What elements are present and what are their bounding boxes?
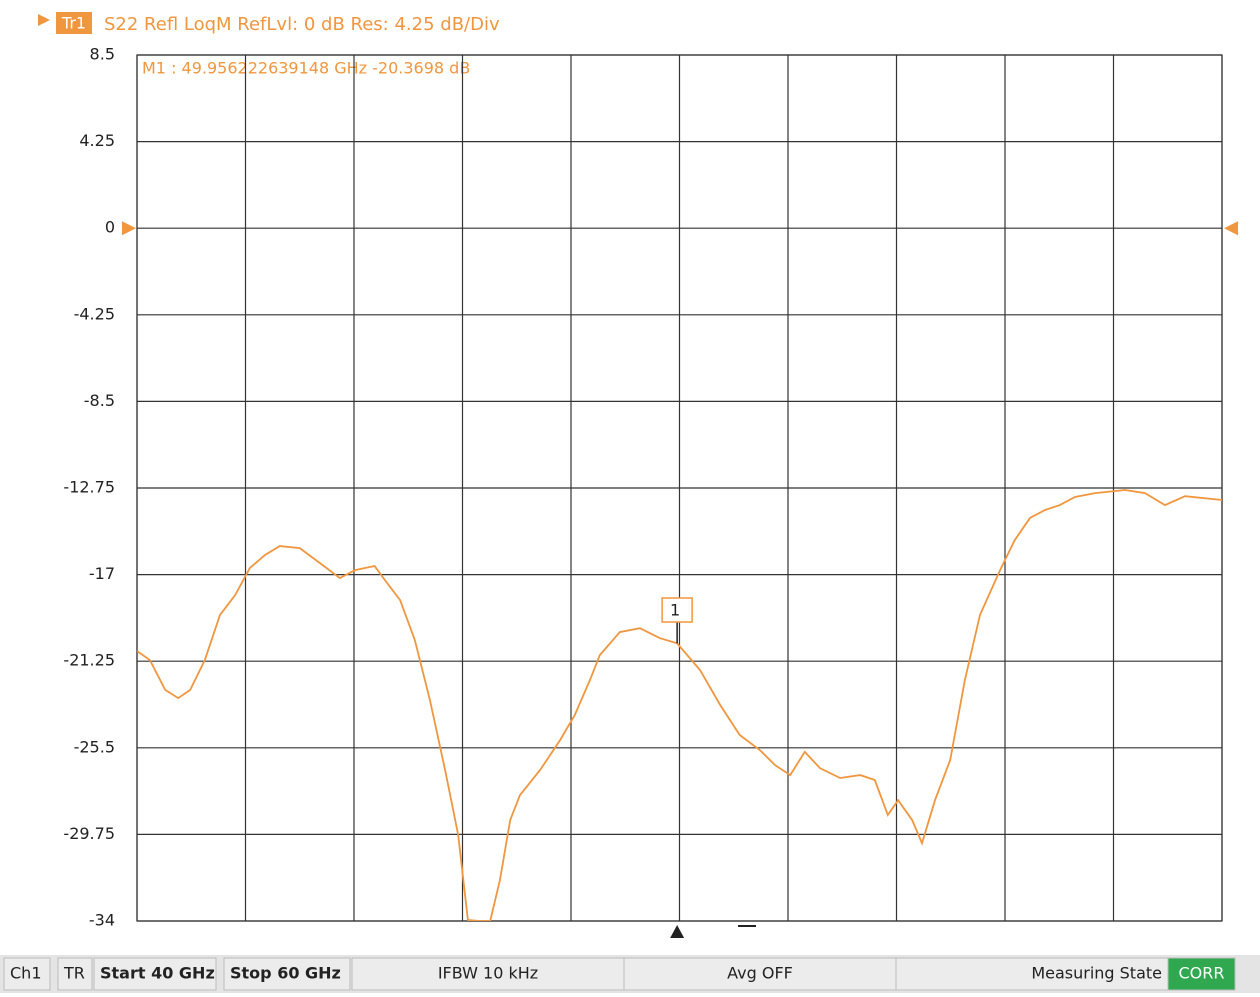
y-tick-label: -29.75 xyxy=(63,824,115,843)
trace-tag: Tr1 xyxy=(61,14,86,33)
status-cell xyxy=(93,957,217,991)
chart-title: S22 Refl LoqM RefLvl: 0 dB Res: 4.25 dB/… xyxy=(104,14,500,35)
status-text: CORR xyxy=(1179,964,1225,983)
y-tick-label: -34 xyxy=(89,911,115,930)
marker-label: 1 xyxy=(670,601,680,620)
y-tick-label: -21.25 xyxy=(63,651,115,670)
status-cell xyxy=(3,957,51,991)
marker-box xyxy=(661,597,693,623)
y-tick-label: -4.25 xyxy=(74,304,115,323)
status-text: Measuring State xyxy=(1031,964,1162,983)
status-cell xyxy=(223,957,351,991)
status-text: Start 40 GHz xyxy=(100,964,215,983)
status-text: TR xyxy=(63,964,85,983)
y-tick-label: -17 xyxy=(89,564,115,583)
y-tick-label: 8.5 xyxy=(90,45,115,64)
trace-tag-box xyxy=(56,12,92,34)
y-tick-label: -8.5 xyxy=(84,391,115,410)
y-tick-label: 4.25 xyxy=(79,131,115,150)
marker-readout: M1 : 49.956222639148 GHz -20.3698 dB xyxy=(142,59,470,78)
status-text: Ch1 xyxy=(10,964,42,983)
reference-marker xyxy=(1224,221,1238,236)
marker-triangle xyxy=(670,925,685,938)
status-cell xyxy=(57,957,93,991)
status-text: Stop 60 GHz xyxy=(230,964,341,983)
y-tick-label: -25.5 xyxy=(74,737,115,756)
y-tick-label: -12.75 xyxy=(63,478,115,497)
status-cell xyxy=(623,957,897,991)
y-tick-label: 0 xyxy=(105,218,115,237)
status-cell xyxy=(1167,957,1236,991)
trace xyxy=(137,489,1222,921)
trace-arrow xyxy=(38,14,50,26)
status-text: Avg OFF xyxy=(727,964,793,983)
reference-marker xyxy=(122,221,136,236)
status-text: IFBW 10 kHz xyxy=(438,964,538,983)
